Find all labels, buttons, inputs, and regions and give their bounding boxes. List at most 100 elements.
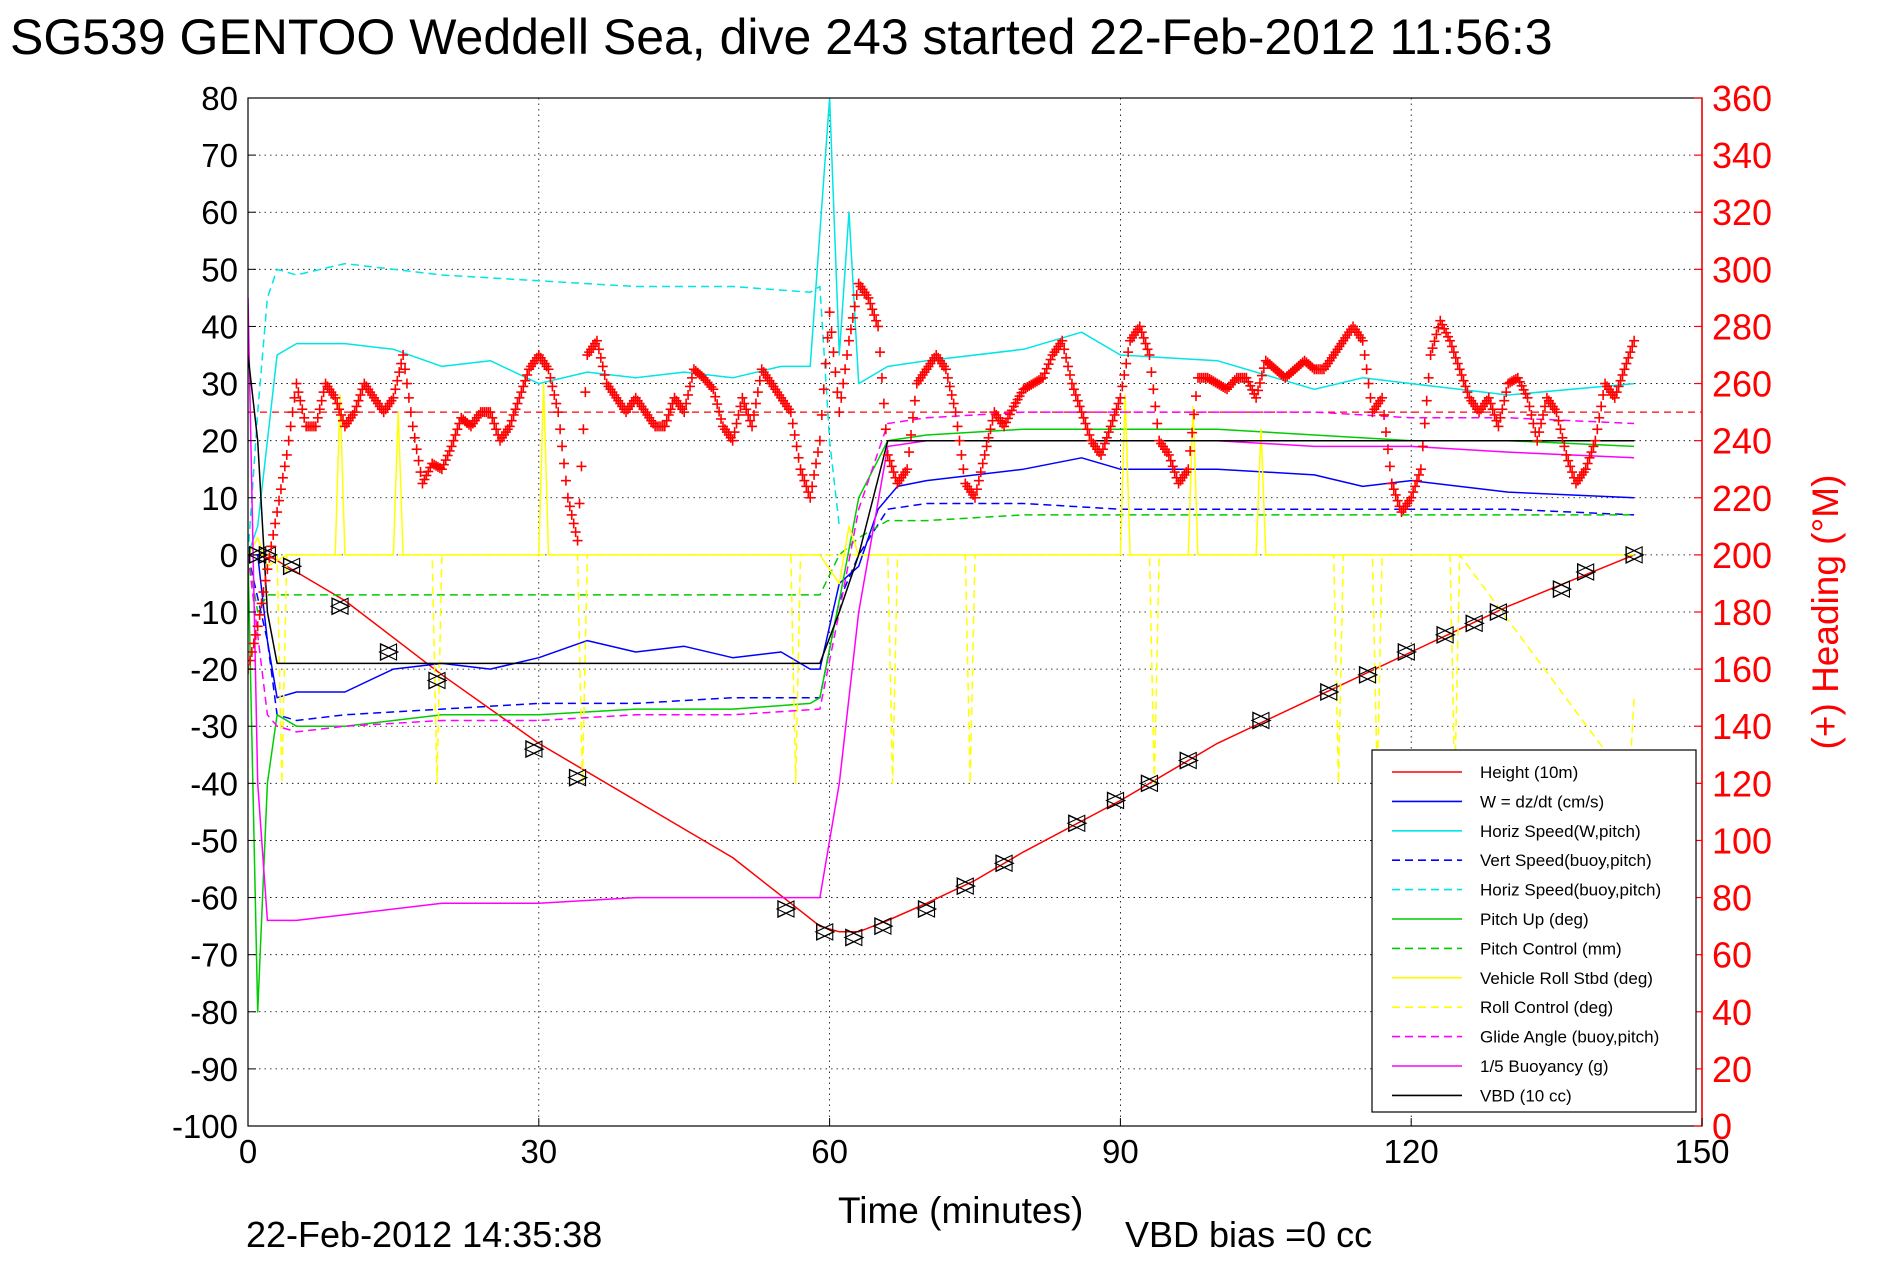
triangle-marker-back: [257, 546, 276, 564]
triangle-marker-back: [426, 671, 446, 690]
bottom-axis-ticks: 0 30 60 90 120 150: [239, 1118, 1730, 1170]
heading-markers: [248, 278, 1640, 675]
triangle-marker-back: [1139, 774, 1159, 793]
y-tick-label: -30: [190, 708, 238, 745]
triangle-marker-back: [248, 546, 267, 564]
series-w-dz-dt-cm-s: [248, 457, 1635, 699]
vbd-bias: VBD bias =0 cc: [1125, 1214, 1372, 1255]
legend-label-vert-speed-buoy-pitch: Vert Speed(buoy,pitch): [1480, 851, 1652, 870]
series-layer: [248, 98, 1702, 1013]
triangle-marker-back: [281, 557, 301, 576]
triangle-marker-back: [1463, 614, 1483, 633]
y-tick-label: 50: [201, 251, 238, 288]
triangle-marker-back: [916, 900, 936, 918]
y-tick-label: -90: [190, 1051, 238, 1088]
timestamp: 22-Feb-2012 14:35:38: [246, 1214, 602, 1255]
y-tick-label: -80: [190, 994, 238, 1031]
y-right-tick-label: 160: [1712, 649, 1772, 690]
triangle-marker-back: [1623, 546, 1643, 564]
x-tick-label: 0: [239, 1133, 257, 1170]
y-tick-label: 30: [201, 366, 238, 403]
y-tick-label: -40: [190, 765, 238, 802]
y-tick-label: 10: [201, 480, 238, 517]
triangle-marker-back: [1357, 665, 1377, 684]
y-right-tick-label: 200: [1712, 535, 1772, 576]
y-right-tick-label: 80: [1712, 878, 1752, 919]
legend-label-w-dz-dt-cm-s: W = dz/dt (cm/s): [1480, 792, 1604, 811]
series-pitch-up-deg: [248, 428, 1635, 1013]
triangle-marker-back: [523, 740, 543, 758]
triangle-marker-back: [329, 597, 349, 616]
y-right-tick-label: 280: [1712, 306, 1772, 347]
legend-label-horiz-speed-buoy-pitch: Horiz Speed(buoy,pitch): [1480, 881, 1661, 900]
triangle-marker-back: [814, 922, 834, 941]
series-height-10m: [248, 554, 1635, 933]
legend-label-height-10m: Height (10m): [1480, 763, 1578, 782]
y-right-tick-label: 60: [1712, 935, 1752, 976]
y-tick-label: 0: [220, 537, 238, 574]
y-tick-label: -50: [190, 822, 238, 859]
triangle-marker-back: [1318, 683, 1338, 701]
right-axis-ticks: 3603403203002802602402202001801601401201…: [1694, 78, 1772, 1147]
y-right-tick-label: 40: [1712, 992, 1752, 1033]
y-tick-label: 60: [201, 194, 238, 231]
triangle-marker-back: [1488, 603, 1507, 621]
y-right-tick-label: 360: [1712, 78, 1772, 119]
triangle-marker-back: [843, 928, 863, 947]
legend-label-pitch-control-mm: Pitch Control (mm): [1480, 939, 1622, 958]
y-tick-label: -100: [172, 1108, 238, 1145]
legend-label-roll-control-deg: Roll Control (deg): [1480, 998, 1613, 1017]
x-tick-label: 120: [1384, 1133, 1439, 1170]
y-right-tick-label: 0: [1712, 1106, 1732, 1147]
x-tick-label: 60: [811, 1133, 848, 1170]
triangle-marker-back: [1105, 791, 1125, 810]
triangle-marker-back: [1575, 563, 1595, 581]
x-tick-label: 30: [520, 1133, 557, 1170]
y-right-tick-label: 220: [1712, 478, 1772, 519]
y-tick-label: 40: [201, 308, 238, 345]
triangle-markers: [248, 545, 1645, 947]
triangle-marker-back: [1066, 814, 1086, 833]
right-axis-label: (+) Heading (°M): [1805, 475, 1846, 750]
triangle-marker-back: [1551, 580, 1570, 599]
legend: Height (10m) W = dz/dt (cm/s) Horiz Speed(…: [1371, 749, 1697, 1113]
y-tick-label: 20: [201, 423, 238, 460]
legend-box: [1371, 749, 1697, 1113]
chart-title: SG539 GENTOO Weddell Sea, dive 243 start…: [10, 9, 1553, 65]
triangle-marker-back: [378, 643, 398, 661]
y-right-tick-label: 120: [1712, 763, 1772, 804]
y-right-tick-label: 20: [1712, 1049, 1752, 1090]
triangle-marker-back: [1177, 751, 1197, 770]
triangle-marker-back: [872, 917, 892, 935]
y-right-tick-label: 260: [1712, 364, 1772, 405]
y-tick-label: -10: [190, 594, 238, 631]
y-right-tick-label: 140: [1712, 706, 1772, 747]
y-right-tick-label: 300: [1712, 249, 1772, 290]
triangle-marker-back: [1396, 643, 1415, 661]
y-right-tick-label: 240: [1712, 421, 1772, 462]
y-tick-label: 80: [201, 80, 238, 117]
left-axis-ticks: 80 70 60 50 40 30 20 10 0 -10 -20 -30 -40 -50 -60 -70 -8…: [172, 80, 256, 1145]
y-tick-label: -20: [190, 651, 238, 688]
y-tick-label: 70: [201, 137, 238, 174]
x-axis-label: Time (minutes): [838, 1190, 1083, 1231]
triangle-marker-back: [993, 854, 1013, 873]
series-pitch-control-mm: [248, 514, 1635, 613]
series-roll-control-deg: [248, 554, 1635, 785]
y-right-tick-label: 340: [1712, 135, 1772, 176]
legend-label-horiz-speed-w-pitch: Horiz Speed(W,pitch): [1480, 822, 1641, 841]
y-right-tick-label: 180: [1712, 592, 1772, 633]
legend-label-1-5-buoyancy-g: 1/5 Buoyancy (g): [1480, 1057, 1609, 1076]
x-tick-label: 90: [1102, 1133, 1139, 1170]
triangle-marker-back: [567, 768, 587, 787]
triangle-marker-back: [1434, 625, 1454, 644]
series-horiz-speed-buoy-pitch: [248, 262, 841, 555]
y-tick-label: -60: [190, 880, 238, 917]
y-right-tick-label: 100: [1712, 820, 1772, 861]
triangle-marker-back: [955, 877, 974, 896]
series-horiz-speed-w-pitch: [248, 98, 1635, 556]
legend-label-vbd-10-cc: VBD (10 cc): [1480, 1086, 1572, 1105]
x-tick-label: 150: [1674, 1133, 1729, 1170]
y-right-tick-label: 320: [1712, 192, 1772, 233]
